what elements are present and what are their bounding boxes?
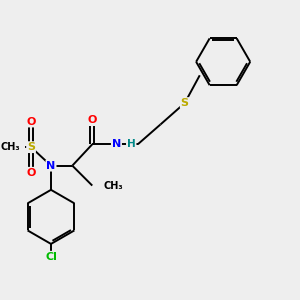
- Text: S: S: [27, 142, 35, 152]
- Text: O: O: [88, 115, 97, 125]
- Text: O: O: [26, 168, 36, 178]
- Text: Cl: Cl: [45, 252, 57, 262]
- Text: S: S: [181, 98, 189, 108]
- Text: N: N: [112, 139, 121, 149]
- Text: O: O: [26, 116, 36, 127]
- Text: CH₃: CH₃: [0, 142, 20, 152]
- Text: N: N: [46, 161, 56, 171]
- Text: CH₃: CH₃: [103, 181, 123, 190]
- Text: H: H: [127, 139, 136, 149]
